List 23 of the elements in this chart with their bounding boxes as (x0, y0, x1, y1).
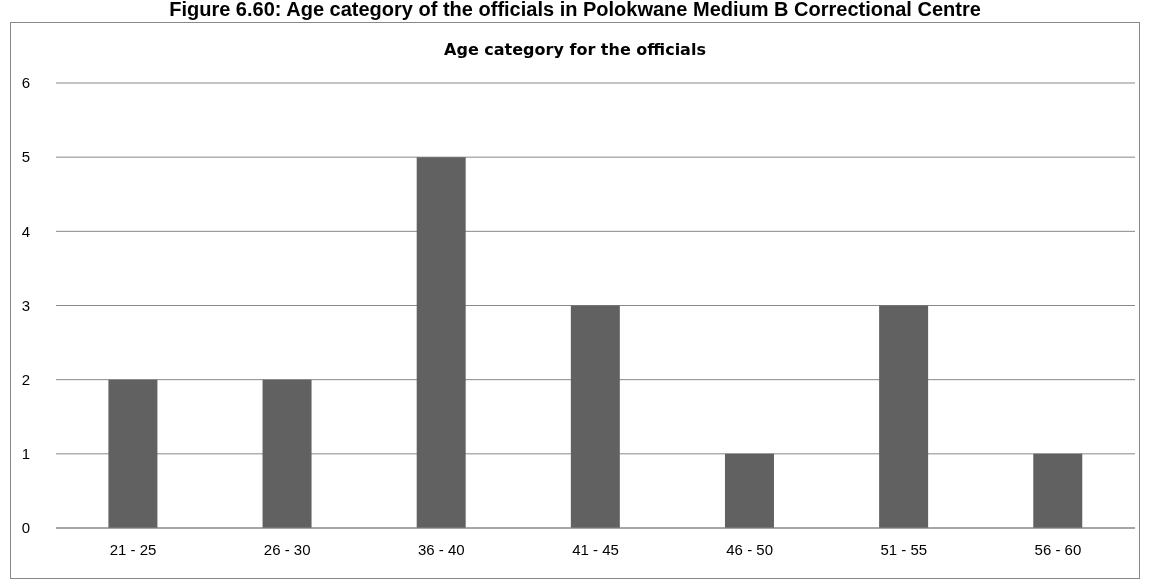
y-tick-label: 0 (21, 519, 30, 537)
y-tick-label: 5 (21, 148, 30, 166)
y-tick-label: 2 (21, 370, 30, 388)
x-tick-label: 41 - 45 (572, 540, 619, 558)
x-tick-label: 46 - 50 (726, 540, 773, 558)
bar (416, 157, 466, 528)
x-tick-label: 26 - 30 (263, 540, 311, 558)
x-tick-label: 51 - 55 (880, 540, 928, 558)
y-tick-label: 4 (21, 222, 30, 240)
bar (262, 379, 312, 528)
x-tick-label: 36 - 40 (418, 540, 465, 558)
y-tick-label: 1 (21, 445, 30, 463)
x-tick-label: 56 - 60 (1034, 540, 1082, 558)
bar (570, 305, 620, 528)
bar (1033, 453, 1083, 528)
bar (879, 305, 929, 528)
x-tick-label: 21 - 25 (109, 540, 157, 558)
bar (108, 379, 158, 528)
bar (724, 453, 774, 528)
chart-title: Figure 6.60: Age category of the officials in Polokwane Medium B Correctional Centre (168, 0, 982, 21)
y-tick-label: 6 (21, 74, 30, 92)
chart-subtitle: Age category for the officials (443, 40, 707, 59)
y-tick-label: 3 (21, 296, 30, 314)
